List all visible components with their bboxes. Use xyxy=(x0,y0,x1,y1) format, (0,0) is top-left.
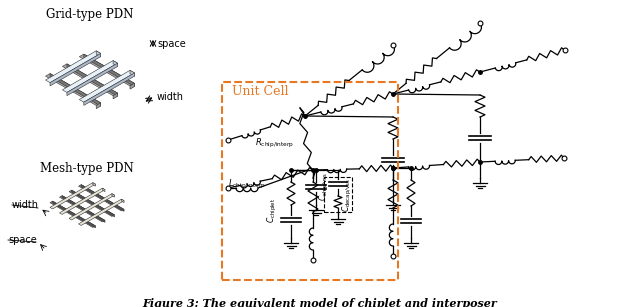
Polygon shape xyxy=(50,74,100,106)
Polygon shape xyxy=(67,63,118,96)
Polygon shape xyxy=(113,60,118,66)
Polygon shape xyxy=(130,70,134,76)
Text: Mesh-type PDN: Mesh-type PDN xyxy=(40,162,134,175)
Polygon shape xyxy=(69,194,115,220)
Polygon shape xyxy=(79,199,124,225)
Text: width: width xyxy=(12,200,39,210)
Text: $C_{\rm decap/vss}$: $C_{\rm decap/vss}$ xyxy=(341,178,354,212)
Polygon shape xyxy=(79,54,134,86)
Polygon shape xyxy=(79,70,134,102)
Text: Figure 3: The equivalent model of chiplet and interposer: Figure 3: The equivalent model of chiple… xyxy=(143,298,497,307)
Text: $C_{\rm chip/vss}$: $C_{\rm chip/vss}$ xyxy=(318,173,331,201)
Polygon shape xyxy=(112,194,115,197)
Polygon shape xyxy=(67,64,118,96)
Polygon shape xyxy=(69,190,115,216)
Text: $L_{\rm chip/interp}$: $L_{\rm chip/interp}$ xyxy=(228,178,266,191)
Polygon shape xyxy=(60,196,105,222)
Polygon shape xyxy=(62,196,105,222)
Polygon shape xyxy=(81,185,124,211)
Polygon shape xyxy=(84,54,134,87)
Text: $R_{\rm chip/interp}$: $R_{\rm chip/interp}$ xyxy=(255,136,294,150)
Polygon shape xyxy=(113,93,118,99)
Polygon shape xyxy=(52,201,95,228)
Polygon shape xyxy=(45,74,100,105)
Polygon shape xyxy=(72,190,115,217)
Polygon shape xyxy=(84,73,134,105)
Polygon shape xyxy=(50,183,95,209)
Polygon shape xyxy=(50,53,100,86)
Text: space: space xyxy=(157,39,186,49)
Polygon shape xyxy=(96,103,100,109)
Polygon shape xyxy=(102,188,105,192)
Polygon shape xyxy=(63,64,118,96)
Polygon shape xyxy=(93,183,95,186)
Polygon shape xyxy=(130,83,134,89)
Polygon shape xyxy=(79,185,124,211)
Polygon shape xyxy=(45,51,100,83)
Text: $C_{\rm chiplet}$: $C_{\rm chiplet}$ xyxy=(266,197,279,223)
Polygon shape xyxy=(50,201,95,227)
Text: width: width xyxy=(157,92,184,102)
Polygon shape xyxy=(96,51,100,57)
Text: Grid-type PDN: Grid-type PDN xyxy=(46,8,134,21)
Bar xyxy=(324,177,352,212)
Polygon shape xyxy=(60,188,105,214)
Polygon shape xyxy=(63,60,118,92)
Text: space: space xyxy=(8,235,36,245)
Text: Unit Cell: Unit Cell xyxy=(232,85,289,98)
Polygon shape xyxy=(122,199,124,203)
